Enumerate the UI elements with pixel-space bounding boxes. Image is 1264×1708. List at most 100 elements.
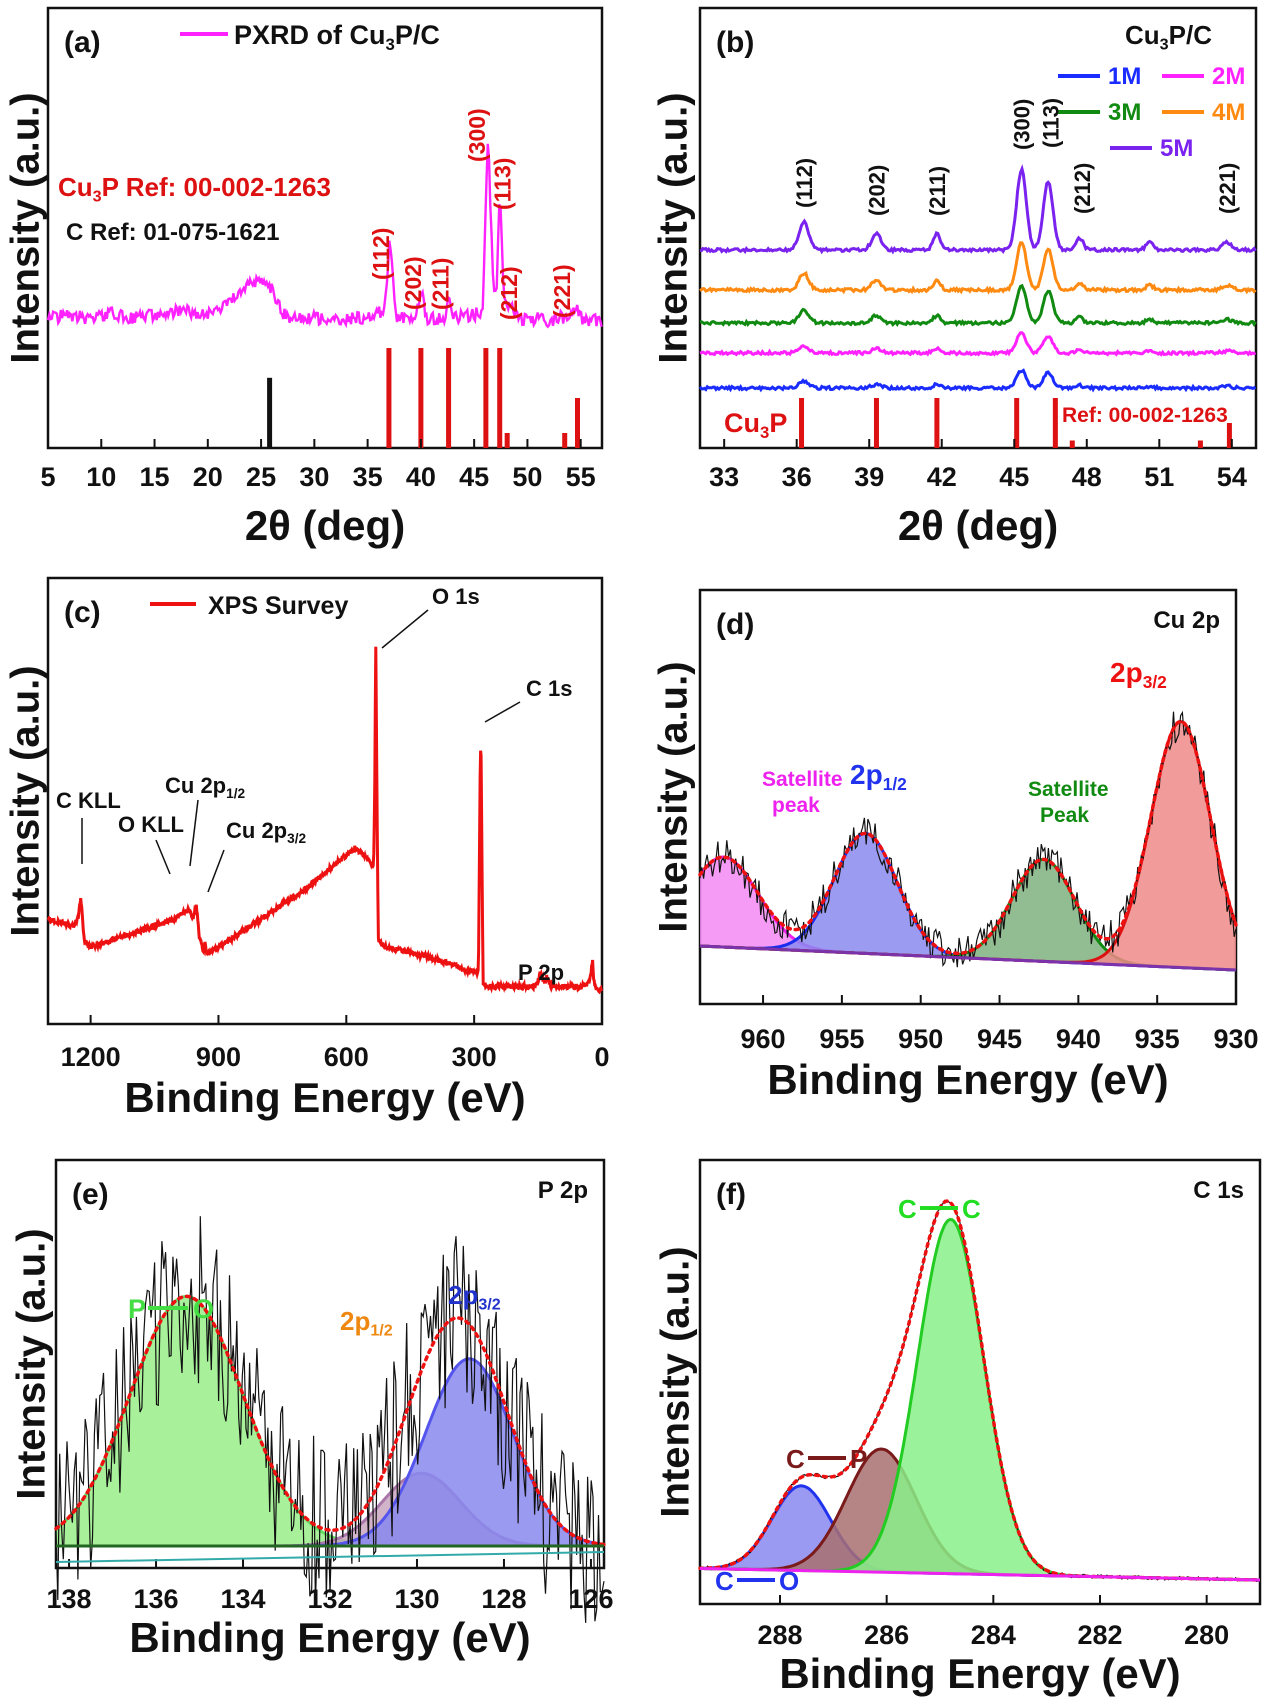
x-tick-label: 25 [246, 462, 276, 492]
x-tick-label: 950 [898, 1024, 943, 1054]
component-fill [700, 721, 1236, 970]
panel-e: (e) Intensity (a.u.) Binding Energy (eV) P … [10, 1158, 613, 1661]
ref-cu3p-line [386, 348, 392, 448]
annotation-arrow [381, 609, 429, 649]
component-fill [56, 1358, 604, 1546]
x-tick-label: 50 [512, 462, 542, 492]
peak-annotation: P 2p [518, 960, 564, 985]
series-line-4M [699, 241, 1257, 295]
annotation-satellite-2: Satellite [1028, 778, 1109, 801]
x-tick-label: 126 [568, 1584, 613, 1614]
panel-frame [698, 6, 1258, 450]
pxrd-series-line [46, 143, 603, 329]
x-tick-label: 42 [927, 462, 957, 492]
ref-cu3p-line [873, 398, 879, 448]
x-tick-label: 940 [1056, 1024, 1101, 1054]
panel-label: (c) [64, 596, 101, 629]
panel-a: (a) Intensity (a.u.) 2θ (deg) PXRD of Cu3P/… [4, 6, 604, 549]
x-tick-label: 36 [782, 462, 812, 492]
peak-label: (212) [496, 266, 522, 320]
x-tick-label: 955 [819, 1024, 864, 1054]
x-tick-label: 48 [1072, 462, 1102, 492]
panel-frame [698, 1158, 1262, 1606]
component-fill [700, 833, 1236, 970]
annotation-ref: Ref: 00-002-1263 [1062, 404, 1228, 427]
x-tick-label: 35 [353, 462, 383, 492]
ref-cu3p-line [934, 398, 940, 448]
ref-cu3p-line [504, 433, 510, 448]
x-tick-label: 128 [481, 1584, 526, 1614]
x-tick-label: 30 [299, 462, 329, 492]
ref-cu3p-line [1014, 398, 1020, 448]
ref-cu3p-line [799, 398, 805, 448]
legend-entry-2M: 2M [1212, 63, 1245, 90]
x-axis-label: Binding Energy (eV) [129, 1614, 530, 1661]
panel-frame [698, 588, 1238, 1006]
ref-cu3p-line [483, 348, 489, 448]
fit-envelope-line [54, 1294, 606, 1547]
peak-annotation: C 1s [526, 676, 572, 701]
panel-title: C 1s [1193, 1177, 1244, 1204]
background-line [55, 1551, 605, 1563]
annotation-2p12: 2p1/2 [850, 759, 907, 794]
x-tick-label: 54 [1217, 462, 1247, 492]
x-tick-label: 51 [1144, 462, 1174, 492]
series-line-1M [698, 368, 1257, 393]
legend-entry-4M: 4M [1212, 99, 1245, 126]
legend-entry-xps: XPS Survey [208, 592, 348, 620]
x-tick-label: 1200 [61, 1042, 121, 1072]
x-tick-label: 136 [134, 1584, 179, 1614]
legend-entry-pxrd: PXRD of Cu3P/C [234, 20, 440, 54]
component-fill [700, 1219, 1260, 1580]
fit-envelope-line [698, 719, 1238, 956]
panel-frame [46, 576, 604, 1026]
x-axis-label: 2θ (deg) [245, 502, 405, 549]
ref-cu3p-line [446, 348, 452, 448]
x-tick-label: 138 [47, 1584, 92, 1614]
peak-label: (211) [428, 258, 454, 310]
annotation-p-o: P [128, 1294, 146, 1324]
panel-c: (c) Intensity (a.u.) Binding Energy (eV) XP… [4, 576, 610, 1121]
annotation-c-p: C [786, 1444, 805, 1474]
x-tick-label: 55 [566, 462, 596, 492]
y-axis-label: Intensity (a.u.) [4, 665, 48, 936]
annotation-arrow [155, 839, 171, 875]
annotation-arrow [484, 701, 521, 723]
x-tick-label: 10 [86, 462, 116, 492]
y-axis-label: Intensity (a.u.) [4, 92, 48, 363]
annotation-cu3p-ref: Cu3P Ref: 00-002-1263 [58, 172, 331, 206]
x-tick-label: 935 [1135, 1024, 1180, 1054]
peak-annotation: O 1s [432, 584, 480, 609]
component-fill [700, 1449, 1260, 1580]
peak-label: (112) [792, 158, 817, 208]
panel-label: (a) [64, 26, 101, 59]
annotation-2p12: 2p1/2 [340, 1306, 393, 1340]
x-tick-label: 284 [971, 1620, 1016, 1650]
x-tick-label: 45 [999, 462, 1029, 492]
legend-entry-1M: 1M [1108, 63, 1141, 90]
peak-label: (211) [925, 166, 950, 216]
panel-title: P 2p [538, 1177, 588, 1204]
peak-annotation: Cu 2p1/2 [165, 773, 245, 801]
x-tick-label: 945 [977, 1024, 1022, 1054]
peak-label: (113) [1039, 98, 1064, 148]
panel-f: (f) Intensity (a.u.) Binding Energy (eV) C … [654, 1158, 1262, 1697]
x-tick-label: 40 [406, 462, 436, 492]
legend-title: Cu3P/C [1125, 20, 1212, 54]
x-axis-label: Binding Energy (eV) [779, 1650, 1180, 1697]
peak-annotation: O KLL [118, 812, 184, 837]
series-line-3M [699, 283, 1257, 328]
annotation-arrow [189, 799, 199, 867]
y-axis-label: Intensity (a.u.) [654, 1246, 698, 1517]
annotation-satellite-1: peak [772, 794, 820, 817]
annotation-c-c: C [898, 1194, 917, 1224]
panel-label: (d) [716, 608, 754, 641]
x-tick-label: 900 [196, 1042, 241, 1072]
ref-cu3p-line [497, 348, 503, 448]
panel-label: (f) [716, 1178, 746, 1211]
ref-cu3p-line [1197, 440, 1203, 448]
y-axis-label: Intensity (a.u.) [652, 661, 696, 932]
series-line-2M [699, 331, 1257, 358]
peak-label: (300) [1010, 99, 1035, 150]
x-tick-label: 132 [307, 1584, 352, 1614]
